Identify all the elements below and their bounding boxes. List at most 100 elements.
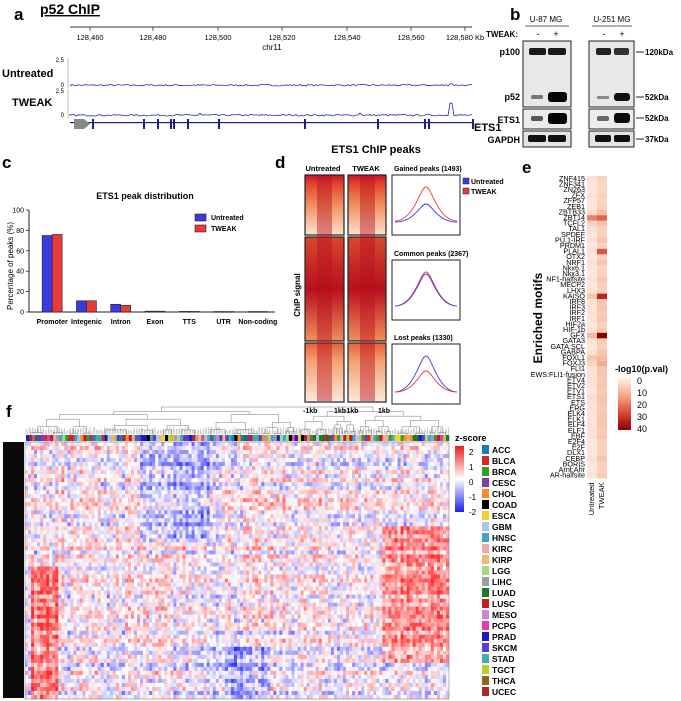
motifs-axis-label: Enriched motifs [531,272,545,363]
z-tick: 1 [469,463,474,472]
motif-cell-untreated [587,237,597,244]
motif-cell-tweak [597,433,607,440]
row-dendrogram [3,442,24,698]
sample-type-cell [391,435,395,441]
sample-type-cell [231,435,235,441]
motif-cell-tweak [597,383,607,389]
motif-label: ELF1 [568,426,585,435]
legend-tweak-d: TWEAK [471,189,497,196]
motif-cell-untreated [587,400,597,406]
sample-type-cell [177,435,181,441]
sample-type-cell [328,435,332,441]
exon [428,119,430,129]
cell-line-u251: U-251 MG [594,15,631,24]
bar-tweak-non-coding [257,311,269,313]
sample-type-cell [322,435,326,441]
z-tick: -1 [469,493,477,502]
motif-cell-untreated [587,467,597,473]
x-tick-label: Exon [146,319,163,326]
profile-lost [391,343,461,405]
panel-b: b U-87 MG U-251 MG TWEAK: - + - + p100 [486,5,674,148]
motif-cell-untreated [587,321,597,328]
motif-label: ELK1 [567,415,585,424]
marker-52kda-b: 52kDa [645,114,669,123]
sample-type-cell [246,435,250,441]
motif-label: ZFP57 [563,196,585,205]
motif-label: ZBT14 [563,213,585,222]
motif-cell-untreated [587,271,597,277]
cancer-type-label: KIRP [492,555,513,565]
motif-label: FOXJ3 [563,359,585,368]
blot-label-ets1: ETS1 [497,115,520,125]
sample-type-cell [92,435,96,441]
legend-swatch-untreated-d [462,177,470,185]
cancer-type-label: SKCM [492,643,517,653]
motif-label: SPDEF [561,230,586,239]
legend-swatch-untreated [194,213,207,222]
sample-type-cell [204,435,208,441]
sample-type-cell [86,435,90,441]
sample-type-cell [267,435,272,441]
sample-type-cell [346,435,350,441]
sample-type-cell [276,435,281,441]
cancer-swatch [482,489,489,498]
z-tick: -2 [469,508,477,517]
sample-type-cell [44,435,48,441]
motif-legend-bar [618,378,631,430]
motif-label: Nkx3.1 [563,269,585,278]
motif-cell-untreated [587,461,597,468]
motif-label: ELK4 [567,409,585,418]
sample-type-cell [134,435,139,441]
motif-cell-tweak [597,355,607,361]
sample-type-cell [370,435,374,441]
coord-tick-label: 128,560 [397,33,424,42]
cancer-type-label: BRCA [492,467,517,477]
motif-cell-tweak [597,472,607,479]
sample-type-cell [171,435,175,441]
bar-tweak-utr [223,311,234,313]
motif-cell-untreated [587,260,597,266]
sample-type-cell [442,435,447,441]
sample-type-cell [297,435,302,441]
motif-cell-tweak [597,450,607,456]
motif-cell-untreated [587,349,597,356]
cancer-type-legend: ACCBLCABRCACESCCHOLCOADESCAGBMHNSCKIRCKI… [482,445,517,697]
coord-tick-label: 128,500 [204,33,231,42]
exon [92,119,94,129]
motif-cell-tweak [597,304,607,311]
profile-lost-tweak [394,370,458,393]
sample-type-cell [325,435,329,441]
gene-label: ETS1 [474,122,502,134]
motif-label: IRF3 [569,303,585,312]
sample-type-cell [337,435,341,441]
motif-cell-untreated [587,220,597,227]
motif-cell-tweak [597,237,607,244]
blot-label-p100: p100 [499,47,520,57]
cancer-swatch [482,522,489,531]
exon [472,119,474,129]
motif-label: GFX [570,331,585,340]
legend-tick: 20 [637,400,647,410]
sample-type-cell [358,435,362,441]
cancer-swatch [482,456,489,465]
motif-cell-tweak [597,248,607,255]
motif-label: E2F4 [568,437,585,446]
panel-label-d: d [275,153,285,172]
profile-gained-tweak [394,186,458,222]
motif-cell-untreated [587,327,597,333]
cancer-type-label: CHOL [492,489,516,499]
x-tick-label: Non-coding [238,319,277,326]
heatmap-gained-untreated [304,174,345,236]
chrom-label: chr11 [262,43,282,52]
sample-type-cell [119,435,123,441]
motif-cell-untreated [587,181,597,188]
legend-tweak: TWEAK [211,226,237,233]
group-label-gained: Gained peaks (1493) [394,166,462,173]
sample-type-cell [249,435,253,441]
motif-cell-untreated [587,304,597,311]
sample-type-cell [83,435,87,441]
motif-cell-tweak [597,198,607,204]
sample-type-cell [149,435,154,441]
motif-label: FOXL1 [562,353,585,362]
motif-cell-tweak [597,344,607,350]
